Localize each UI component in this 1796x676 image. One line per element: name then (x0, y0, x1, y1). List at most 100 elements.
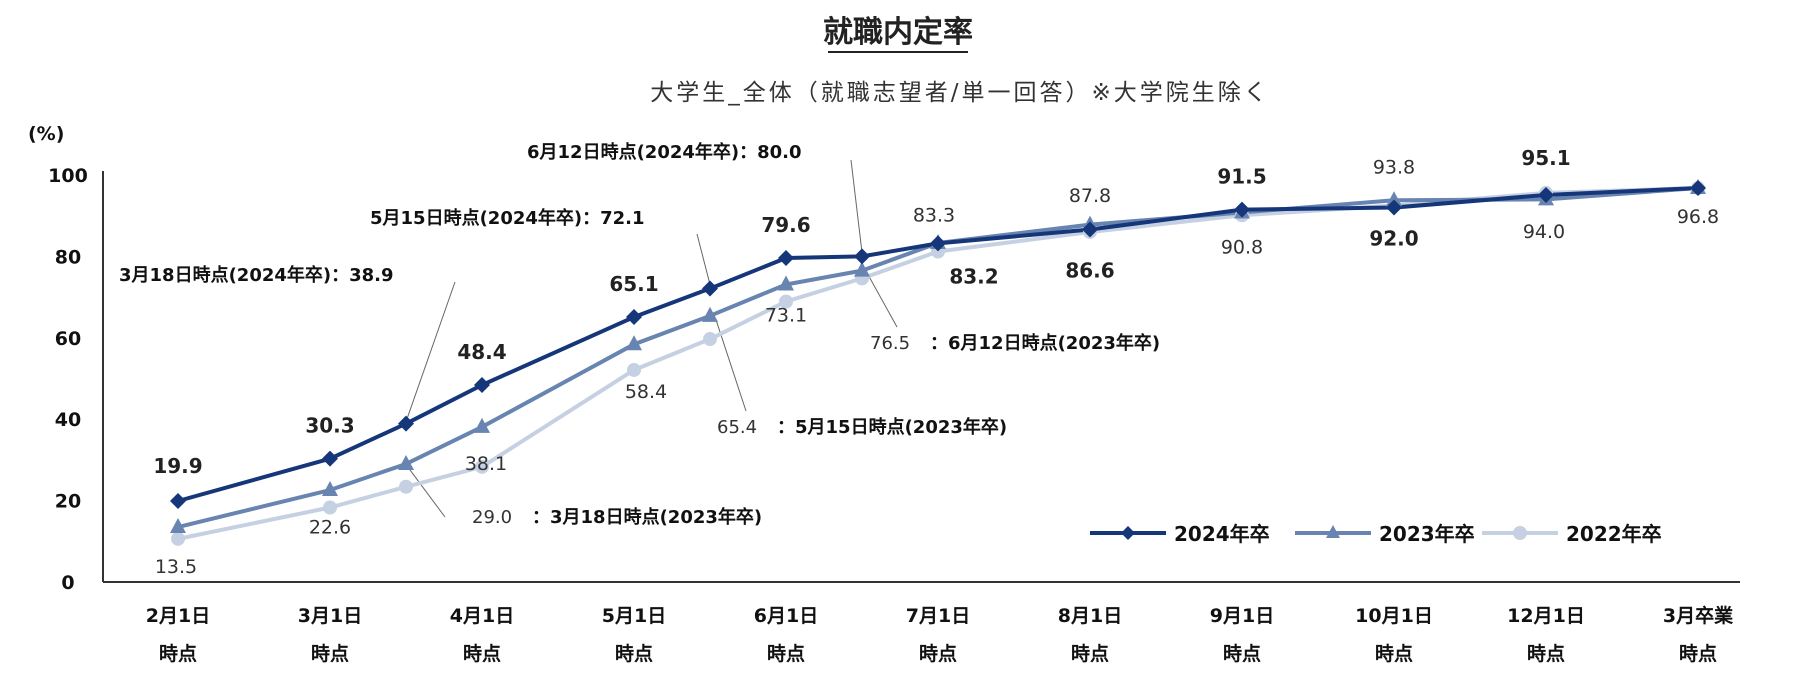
legend-marker-circle (1513, 526, 1527, 540)
data-label-2024: 30.3 (305, 414, 354, 438)
data-label-grey: 94.0 (1523, 221, 1565, 243)
x-tick-label: 3月1日 (298, 605, 362, 627)
x-tick-label: 6月1日 (754, 605, 818, 627)
x-tick-label: 9月1日 (1210, 605, 1274, 627)
data-label-2024: 19.9 (153, 454, 202, 478)
annotation-leader (867, 274, 898, 328)
x-tick-label: 時点 (1527, 643, 1565, 665)
data-label-grey: 38.1 (465, 453, 507, 475)
data-label-grey: 90.8 (1221, 236, 1263, 258)
x-tick-label: 時点 (1375, 643, 1413, 665)
data-point-2024 (1234, 201, 1250, 218)
x-tick-label: 時点 (919, 643, 957, 665)
data-label-grey: 22.6 (309, 517, 351, 539)
data-label-2024: 92.0 (1369, 227, 1418, 251)
data-point-2024 (322, 450, 338, 467)
x-tick-label: 7月1日 (906, 605, 970, 627)
annotation-leader (405, 281, 456, 422)
data-label-grey: 58.4 (625, 381, 667, 403)
data-point-2023 (398, 454, 414, 470)
chart-subtitle: 大学生_全体（就職志望者/単一回答）※大学院生除く (650, 80, 1270, 106)
chart-title: 就職内定率 (823, 15, 973, 50)
annotation-2023-may15-value: 65.4 (717, 417, 757, 438)
data-point-2022 (399, 479, 413, 494)
legend-marker-diamond (1121, 526, 1135, 540)
data-label-2024: 86.6 (1065, 259, 1114, 283)
data-point-2022 (779, 294, 793, 309)
data-label-2024: 83.2 (949, 264, 998, 288)
annotation-leader (409, 469, 446, 518)
annotation-2023-jun12-label: ：6月12日時点(2023年卒) (930, 332, 1160, 354)
data-point-2023 (626, 335, 642, 351)
x-tick-label: 4月1日 (450, 605, 514, 627)
x-tick-label: 時点 (615, 643, 653, 665)
legend-label: 2023年卒 (1379, 522, 1475, 546)
series-line-2024年卒 (177, 186, 1699, 503)
data-label-2024: 79.6 (761, 213, 810, 237)
y-tick-label: 60 (55, 328, 81, 350)
data-label-grey: 13.5 (155, 556, 197, 578)
data-point-2024 (1386, 199, 1402, 216)
annotation-2024-jun12: 6月12日時点(2024年卒)：80.0 (527, 141, 802, 163)
data-point-2023 (702, 306, 718, 322)
annotation-2023-may15-label: ：5月15日時点(2023年卒) (777, 416, 1007, 438)
data-label-grey: 73.1 (765, 305, 807, 327)
data-label-2024: 95.1 (1521, 146, 1570, 170)
x-tick-label: 10月1日 (1355, 605, 1433, 627)
data-point-2024 (854, 248, 870, 265)
data-point-2023 (170, 518, 186, 534)
annotation-2023-mar18-label: ：3月18日時点(2023年卒) (532, 506, 762, 528)
y-tick-label: 40 (55, 409, 81, 431)
x-tick-label: 12月1日 (1507, 605, 1585, 627)
x-tick-label: 時点 (767, 643, 805, 665)
x-tick-label: 時点 (463, 643, 501, 665)
data-point-2024 (930, 235, 946, 252)
data-label-2024: 91.5 (1217, 165, 1266, 189)
data-point-2022 (475, 459, 489, 474)
x-tick-label: 時点 (1679, 643, 1717, 665)
data-label-2024: 65.1 (609, 272, 658, 296)
data-point-2024 (398, 415, 414, 432)
annotation-2024-mar18: 3月18日時点(2024年卒)：38.9 (119, 264, 394, 286)
data-point-2022 (323, 500, 337, 515)
data-point-2023 (778, 275, 794, 291)
x-tick-label: 時点 (1071, 643, 1109, 665)
data-point-2024 (474, 377, 490, 394)
y-tick-label: 0 (61, 572, 74, 594)
x-tick-label: 時点 (1223, 643, 1261, 665)
annotation-leader (696, 233, 711, 285)
data-point-2024 (1538, 186, 1554, 203)
data-point-2022 (703, 332, 717, 347)
data-label-grey: 96.8 (1677, 206, 1719, 228)
data-label-2024: 48.4 (457, 340, 506, 364)
y-axis-label: (%) (28, 123, 64, 145)
data-point-2024 (170, 493, 186, 510)
annotation-leader (850, 159, 863, 253)
data-point-2024 (626, 309, 642, 326)
x-tick-label: 2月1日 (146, 605, 210, 627)
data-point-2023 (854, 261, 870, 277)
data-label-grey: 87.8 (1069, 185, 1111, 207)
x-tick-label: 5月1日 (602, 605, 666, 627)
legend-marker-triangle (1326, 525, 1340, 538)
data-point-2022 (171, 531, 185, 546)
annotation-2023-mar18-value: 29.0 (472, 507, 512, 528)
x-tick-label: 時点 (159, 643, 197, 665)
x-tick-label: 8月1日 (1058, 605, 1122, 627)
legend-label: 2024年卒 (1174, 522, 1270, 546)
data-label-grey: 93.8 (1373, 157, 1415, 179)
y-tick-label: 100 (48, 165, 88, 187)
data-point-2023 (1386, 191, 1402, 207)
data-point-2022 (627, 362, 641, 377)
data-point-2024 (1082, 221, 1098, 238)
data-label-grey: 83.3 (913, 205, 955, 227)
data-point-2024 (778, 250, 794, 267)
y-tick-label: 80 (55, 246, 81, 268)
y-tick-label: 20 (55, 491, 81, 513)
data-point-2023 (474, 417, 490, 433)
legend-label: 2022年卒 (1566, 522, 1662, 546)
x-tick-label: 3月卒業 (1663, 604, 1734, 627)
series-line-2023年卒 (177, 186, 1699, 529)
data-point-2024 (1690, 180, 1706, 197)
